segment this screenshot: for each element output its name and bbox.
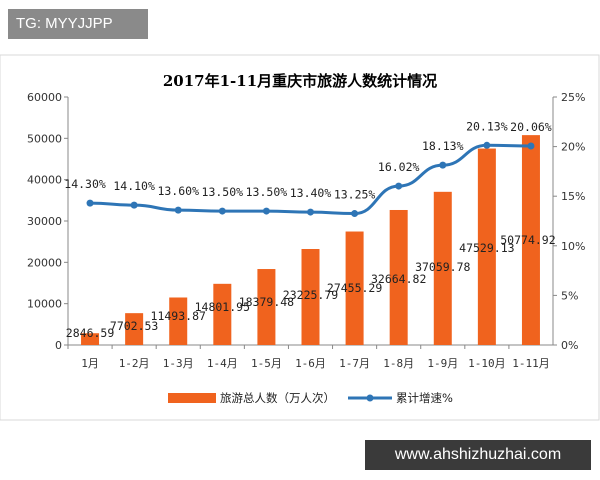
bar-data-label: 14801.95: [195, 300, 250, 314]
line-data-label: 20.06%: [510, 120, 552, 134]
bar: [301, 249, 320, 345]
bar-data-label: 7702.53: [110, 319, 159, 333]
x-tick-label: 1-11月: [512, 357, 550, 370]
bar-data-label: 23225.79: [283, 288, 338, 302]
legend-bar-label: 旅游总人数（万人次）: [220, 391, 335, 405]
growth-point: [218, 207, 226, 215]
bar-data-label: 32664.82: [371, 272, 426, 286]
bar: [521, 135, 540, 345]
watermark-tag: TG: MYYJJPP: [8, 9, 148, 39]
left-tick-label: 50000: [27, 132, 62, 145]
bar-data-label: 47529.13: [459, 241, 514, 255]
chart-title: 2017年1-11月重庆市旅游人数统计情况: [163, 72, 437, 90]
x-tick-label: 1-5月: [251, 357, 282, 370]
line-data-label: 16.02%: [378, 160, 420, 174]
x-tick-label: 1-9月: [427, 357, 458, 370]
right-tick-label: 25%: [561, 91, 585, 104]
bar: [257, 269, 276, 345]
growth-point: [86, 199, 94, 207]
growth-point: [307, 208, 314, 216]
chart-frame: [0, 54, 600, 421]
x-tick-label: 1-6月: [295, 357, 326, 370]
right-tick-label: 0%: [561, 339, 578, 352]
line-data-label: 13.60%: [157, 184, 199, 198]
growth-point: [395, 182, 403, 190]
x-tick-label: 1-3月: [163, 357, 194, 370]
bar: [81, 333, 100, 345]
bar-data-label: 50774.92: [500, 233, 555, 247]
left-tick-label: 10000: [27, 298, 62, 311]
left-tick-label: 20000: [27, 256, 62, 269]
x-tick-label: 1-10月: [468, 357, 506, 370]
line-data-label: 13.40%: [290, 186, 332, 200]
left-tick-label: 0: [55, 339, 62, 352]
bar: [345, 231, 364, 345]
line-data-label: 13.50%: [202, 185, 244, 199]
bar: [213, 283, 232, 345]
left-tick-label: 30000: [27, 215, 62, 228]
legend-line-label: 累计增速%: [396, 391, 453, 405]
legend-bar-swatch: [168, 393, 216, 403]
growth-point: [262, 207, 270, 215]
bar: [433, 191, 452, 345]
bar: [477, 148, 496, 345]
bar-data-label: 11493.87: [151, 309, 206, 323]
line-data-label: 18.13%: [422, 139, 464, 153]
line-data-label: 13.25%: [334, 188, 376, 202]
line-data-label: 20.13%: [466, 119, 508, 133]
x-tick-label: 1-7月: [339, 357, 370, 370]
left-tick-label: 40000: [27, 174, 62, 187]
x-tick-label: 1-4月: [207, 357, 238, 370]
right-tick-label: 20%: [561, 141, 585, 154]
bar: [125, 313, 144, 345]
right-tick-label: 5%: [561, 289, 578, 302]
bar: [169, 297, 188, 345]
bar-data-label: 2846.59: [66, 326, 115, 340]
line-data-label: 14.10%: [113, 179, 155, 193]
growth-point: [439, 161, 447, 169]
x-tick-label: 1月: [81, 357, 99, 370]
growth-point: [483, 141, 491, 149]
right-tick-label: 10%: [561, 240, 585, 253]
growth-line: [90, 143, 531, 216]
right-tick-label: 15%: [561, 190, 585, 203]
growth-point: [527, 142, 535, 150]
line-data-label: 13.50%: [246, 185, 288, 199]
bar-data-label: 27455.29: [327, 281, 382, 295]
growth-point: [351, 210, 359, 218]
x-tick-label: 1-2月: [119, 357, 150, 370]
left-tick-label: 60000: [27, 91, 62, 104]
bar: [389, 209, 408, 345]
bar-data-label: 18379.48: [239, 295, 294, 309]
growth-point: [174, 206, 182, 214]
bar-data-label: 37059.78: [415, 260, 470, 274]
x-tick-label: 1-8月: [383, 357, 414, 370]
growth-point: [130, 201, 138, 209]
legend-line-marker: [366, 394, 374, 402]
line-data-label: 14.30%: [64, 177, 106, 191]
site-url: www.ahshizhuzhai.com: [365, 440, 591, 470]
